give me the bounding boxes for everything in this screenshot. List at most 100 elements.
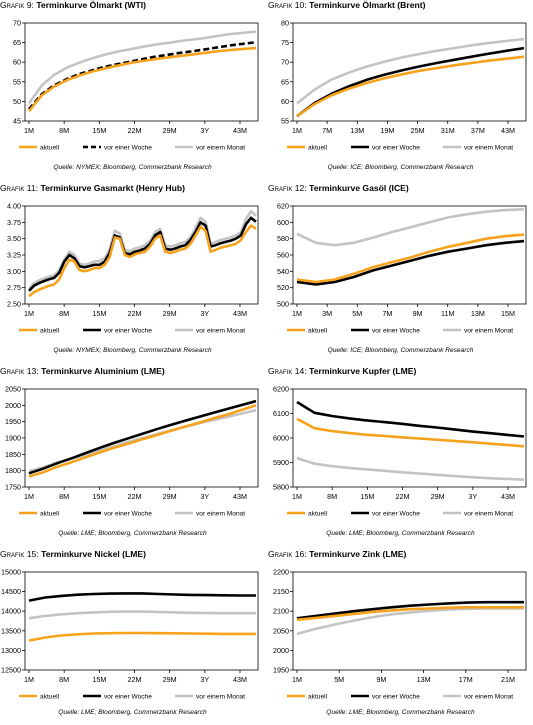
y-tick-label: 3.50 [7,234,21,243]
y-tick-label: 75 [281,38,289,47]
x-tick-label: 9M [376,675,386,684]
x-tick-label: 1M [292,675,302,684]
series-line-monat [28,610,256,620]
x-tick-label: 43M [233,675,247,684]
y-tick-label: 60 [281,97,289,106]
legend-label: vor einer Woche [104,328,152,335]
chart-kupfer: 5800 5900 6000 6100 6200 1M 8M 15M 22M 29M 3Y 43M ak… [273,385,527,518]
y-tick-label: 3.25 [7,251,21,260]
chart-name: Terminkurve Aluminium (LME) [41,366,165,376]
x-tick-label: 15M [360,492,374,501]
y-tick-label: 520 [277,283,289,292]
series-line-aktuell [28,404,257,478]
series-line-woche-dash [28,40,257,111]
y-tick-label: 5900 [273,458,289,467]
chart-panel-nickel: Grafik 15: Terminkurve Nickel (LME) 1250… [0,549,265,725]
y-tick-label: 2050 [5,385,21,394]
x-tick-label: 29M [163,675,177,684]
x-tick-label: 43M [233,309,247,318]
series-line-aktuell [27,46,257,113]
y-tick-label: 6000 [273,434,289,443]
y-tick-label: 55 [281,117,289,126]
y-tick-label: 12500 [1,666,21,675]
y-tick-label: 14500 [1,587,21,596]
chart-number: Grafik 16: [268,549,307,559]
y-tick-label: 1950 [273,666,289,675]
chart-title: Grafik 14: Terminkurve Kupfer (LME) [268,366,416,377]
chart-panel-zink: Grafik 16: Terminkurve Zink (LME) 1950 20… [268,549,533,725]
y-tick-label: 1900 [5,434,21,443]
chart-title: Grafik 9: Terminkurve Ölmarkt (WTI) [0,0,146,11]
legend-label: aktuell [40,328,60,335]
x-tick-label: 22M [128,492,142,501]
legend-label: vor einer Woche [104,694,152,701]
chart-name: Terminkurve Kupfer (LME) [309,366,417,376]
y-tick-label: 65 [281,77,289,86]
chart-source: Quelle: LME; Bloomberg, Commerzbank Rese… [58,530,207,537]
x-tick-label: 8M [59,309,69,318]
y-tick-label: 600 [277,218,289,227]
y-tick-label: 1750 [5,483,21,492]
x-tick-label: 7M [322,126,332,135]
x-tick-label: 19M [380,126,394,135]
legend-label: aktuell [40,694,60,701]
x-tick-label: 8M [59,675,69,684]
legend-label: vor einer Woche [372,328,420,335]
series-line-aktuell [28,631,256,642]
y-tick-label: 5800 [273,483,289,492]
series-line-monat [27,30,257,105]
x-tick-label: 1M [24,492,34,501]
x-tick-label: 43M [233,492,247,501]
series-line-aktuell [296,605,524,622]
legend-label: vor einer Woche [372,145,420,152]
x-tick-label: 3Y [200,492,209,501]
series-line-woche [296,239,525,286]
chart-source: Quelle: LME; Bloomberg, Commerzbank Rese… [326,709,475,716]
y-tick-label: 3.75 [7,218,21,227]
chart-gasoel: 500 520 540 560 580 600 620 1M 3M 5M 7M 9M 11M 13M 15M… [277,202,527,335]
chart-name: Terminkurve Nickel (LME) [41,549,146,559]
x-tick-label: 8M [327,492,337,501]
legend-label: aktuell [308,328,328,335]
series-line-monat [296,607,524,636]
y-tick-label: 2000 [5,401,21,410]
x-tick-label: 25M [411,126,425,135]
x-tick-label: 1M [292,126,302,135]
y-tick-label: 13000 [1,646,21,655]
x-tick-label: 3M [322,309,332,318]
x-tick-label: 7M [382,309,392,318]
y-tick-label: 580 [277,234,289,243]
chart-aluminium: 1750 1800 1850 1900 1950 2000 2050 1M 8M 15M 22M 29… [5,385,259,518]
x-tick-label: 22M [128,309,142,318]
series-line-monat [296,456,525,481]
x-tick-label: 1M [292,309,302,318]
series-line-monat [28,209,257,290]
legend-label: aktuell [308,694,328,701]
legend-label: aktuell [40,511,60,518]
chart-name: Terminkurve Ölmarkt (WTI) [36,0,146,10]
series-line-aktuell [28,224,257,298]
x-tick-label: 3Y [200,126,209,135]
y-tick-label: 70 [13,19,21,28]
x-tick-label: 43M [501,126,515,135]
chart-source: Quelle: LME; Bloomberg, Commerzbank Rese… [58,709,207,716]
x-tick-label: 29M [431,492,445,501]
y-tick-label: 500 [277,300,289,309]
chart-source: Quelle: NYMEX; Bloomberg, Commerzbank Re… [53,164,212,171]
legend-label: vor einem Monat [464,328,513,335]
series-line-woche [296,600,524,620]
y-tick-label: 45 [13,117,21,126]
legend-label: vor einem Monat [464,145,513,152]
y-tick-label: 1850 [5,450,21,459]
chart-panel-henry-hub: Grafik 11: Terminkurve Gasmarkt (Henry H… [0,183,265,359]
y-tick-label: 2.75 [7,283,21,292]
x-tick-label: 15M [92,492,106,501]
plot-frame [292,22,527,122]
y-tick-label: 80 [281,19,289,28]
series-line-aktuell [296,55,525,118]
x-tick-label: 21M [501,675,515,684]
plot-frame [24,571,259,671]
chart-source: Quelle: ICE; Bloomberg, Commerzbank Rese… [327,164,474,171]
series-line-woche [28,216,257,292]
y-tick-label: 50 [13,97,21,106]
